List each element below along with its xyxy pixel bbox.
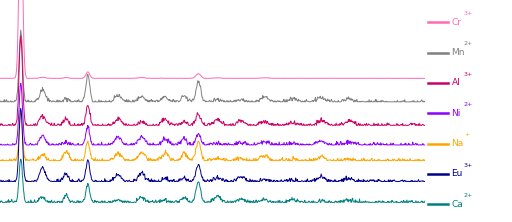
Text: Na: Na — [452, 139, 464, 148]
Text: Ca: Ca — [452, 200, 463, 209]
Text: +: + — [464, 132, 469, 137]
Text: Cr: Cr — [452, 18, 462, 27]
Text: Ni: Ni — [452, 109, 461, 118]
Text: 2+: 2+ — [464, 41, 473, 46]
Text: 2+: 2+ — [464, 193, 473, 198]
Text: Al: Al — [452, 78, 460, 87]
Text: 3+: 3+ — [464, 163, 473, 168]
Text: 2+: 2+ — [464, 102, 473, 107]
Text: 3+: 3+ — [464, 11, 473, 16]
Text: Mn: Mn — [452, 48, 465, 57]
Text: Eu: Eu — [452, 169, 463, 178]
Text: 3+: 3+ — [464, 71, 473, 77]
